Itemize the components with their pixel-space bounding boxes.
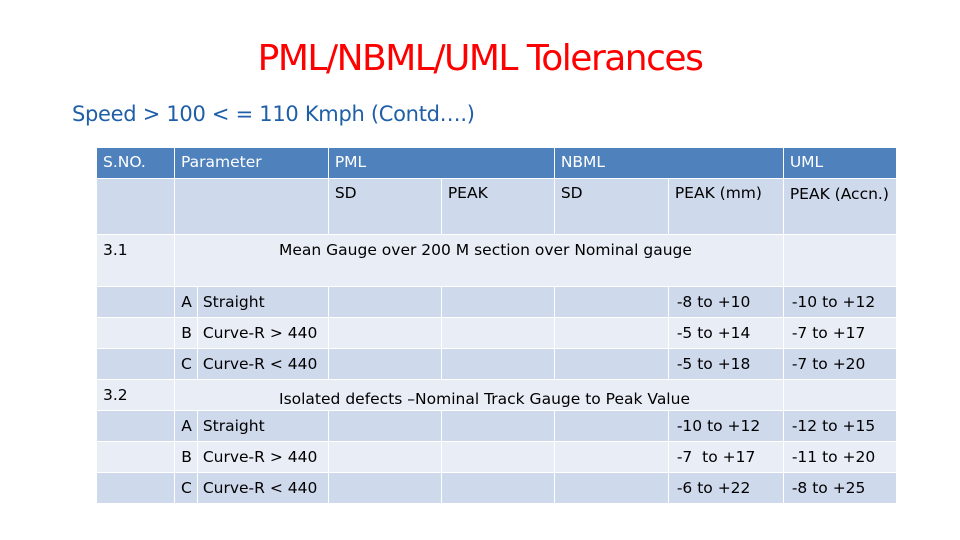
row-parameter: Straight	[196, 286, 329, 318]
section-number: 3.1	[96, 234, 175, 287]
section-row: 3.1 Mean Gauge over 200 M section over N…	[96, 234, 897, 287]
row-nbml-peak: -5 to +14	[667, 317, 784, 349]
section-title: Isolated defects –Nominal Track Gauge to…	[174, 379, 784, 411]
subheader-pml-peak: PEAK	[440, 178, 555, 235]
row-nbml-peak: -10 to +12	[667, 410, 784, 442]
row-letter: A	[174, 286, 198, 318]
tolerances-table: S.NO. Parameter PML NBML UML SD PEAK SD …	[96, 147, 897, 504]
row-parameter: Straight	[196, 410, 329, 442]
subheader-uml-peak: PEAK (Accn.)	[782, 178, 897, 235]
slide-title: PML/NBML/UML Tolerances	[257, 38, 704, 79]
header-parameter: Parameter	[174, 147, 329, 179]
row-nbml-peak: -6 to +22	[667, 472, 784, 504]
row-uml-peak: -8 to +25	[782, 472, 897, 504]
subheader-nbml-peak: PEAK (mm)	[667, 178, 784, 235]
header-nbml: NBML	[553, 147, 784, 179]
row-letter: B	[174, 441, 198, 473]
row-letter: C	[174, 472, 198, 504]
table-row: B Curve-R > 440 -5 to +14 -7 to +17	[96, 317, 897, 349]
row-uml-peak: -10 to +12	[782, 286, 897, 318]
row-uml-peak: -7 to +20	[782, 348, 897, 380]
header-sno: S.NO.	[96, 147, 175, 179]
table-row: A Straight -8 to +10 -10 to +12	[96, 286, 897, 318]
row-parameter: Curve-R > 440	[196, 441, 329, 473]
row-nbml-peak: -7 to +17	[667, 441, 784, 473]
row-letter: B	[174, 317, 198, 349]
row-parameter: Curve-R < 440	[196, 472, 329, 504]
table-row: C Curve-R < 440 -6 to +22 -8 to +25	[96, 472, 897, 504]
row-letter: C	[174, 348, 198, 380]
row-uml-peak: -12 to +15	[782, 410, 897, 442]
section-row: 3.2 Isolated defects –Nominal Track Gaug…	[96, 379, 897, 411]
table-row: A Straight -10 to +12 -12 to +15	[96, 410, 897, 442]
section-number: 3.2	[96, 379, 175, 411]
header-row: S.NO. Parameter PML NBML UML	[96, 147, 897, 179]
row-nbml-peak: -8 to +10	[667, 286, 784, 318]
row-letter: A	[174, 410, 198, 442]
header-pml: PML	[327, 147, 555, 179]
table-row: C Curve-R < 440 -5 to +18 -7 to +20	[96, 348, 897, 380]
subheader-pml-sd: SD	[327, 178, 442, 235]
table-row: B Curve-R > 440 -7 to +17 -11 to +20	[96, 441, 897, 473]
row-parameter: Curve-R < 440	[196, 348, 329, 380]
row-uml-peak: -11 to +20	[782, 441, 897, 473]
subheader-nbml-sd: SD	[553, 178, 669, 235]
section-title: Mean Gauge over 200 M section over Nomin…	[174, 234, 784, 287]
row-parameter: Curve-R > 440	[196, 317, 329, 349]
slide-subtitle: Speed > 100 < = 110 Kmph (Contd….)	[72, 102, 475, 126]
row-uml-peak: -7 to +17	[782, 317, 897, 349]
row-nbml-peak: -5 to +18	[667, 348, 784, 380]
subheader-row: SD PEAK SD PEAK (mm) PEAK (Accn.)	[96, 178, 897, 235]
header-uml: UML	[782, 147, 897, 179]
